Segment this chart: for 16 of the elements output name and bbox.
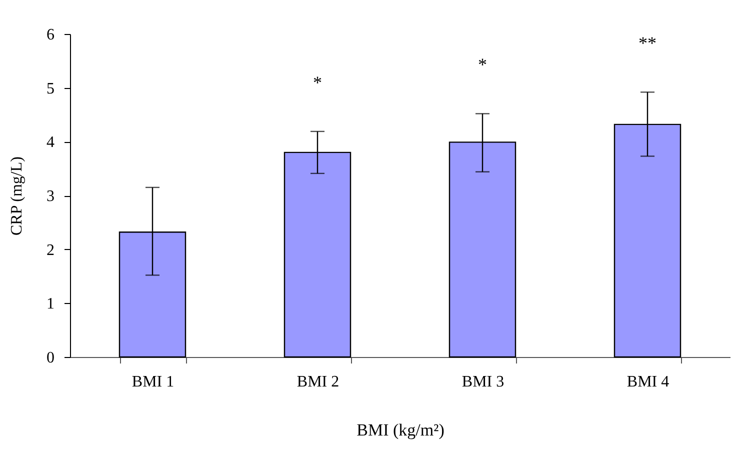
x-tick-label: BMI 1 [132, 374, 174, 390]
y-tick-label: 0 [46, 350, 54, 366]
y-tick-label: 6 [46, 26, 54, 44]
x-tick-label: BMI 3 [462, 374, 504, 390]
y-axis-title: CRP (mg/L) [8, 156, 26, 236]
x-tick-label: BMI 2 [296, 374, 340, 390]
y-tick-label: 3 [46, 188, 54, 205]
annotation: ** [638, 33, 656, 54]
y-tick-label: 1 [46, 296, 54, 313]
x-axis-title: BMI (kg/m²) [356, 420, 444, 440]
x-tick-label: BMI 4 [626, 374, 670, 390]
y-tick-label: 5 [46, 80, 54, 98]
annotation: * [478, 54, 487, 75]
y-tick-label: 2 [46, 242, 54, 259]
annotation: * [313, 72, 322, 92]
y-tick-label: 4 [46, 134, 54, 152]
